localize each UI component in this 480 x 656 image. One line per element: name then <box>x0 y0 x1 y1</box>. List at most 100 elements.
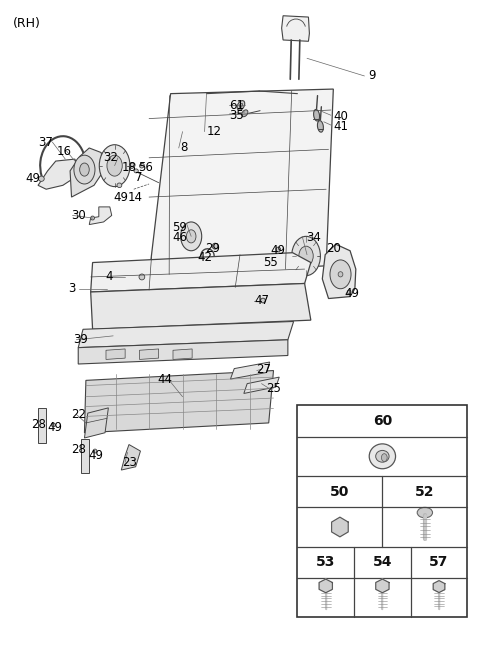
Text: 37: 37 <box>38 136 53 149</box>
Polygon shape <box>81 440 89 474</box>
Text: 44: 44 <box>157 373 173 386</box>
Circle shape <box>330 260 351 289</box>
Ellipse shape <box>139 274 145 280</box>
Text: 16: 16 <box>57 145 72 157</box>
Text: 54: 54 <box>372 556 392 569</box>
Polygon shape <box>319 579 332 593</box>
Circle shape <box>99 145 130 186</box>
Text: 28: 28 <box>72 443 86 456</box>
Text: 60: 60 <box>373 414 392 428</box>
Text: 57: 57 <box>429 556 449 569</box>
Ellipse shape <box>237 100 245 110</box>
Polygon shape <box>244 377 279 394</box>
Text: 30: 30 <box>72 209 86 222</box>
Text: 50: 50 <box>330 485 349 499</box>
Text: (RH): (RH) <box>12 17 40 30</box>
Polygon shape <box>376 579 389 593</box>
Polygon shape <box>332 517 348 537</box>
Polygon shape <box>38 159 78 189</box>
Ellipse shape <box>212 243 218 249</box>
Polygon shape <box>323 244 356 298</box>
Text: 42: 42 <box>197 251 212 264</box>
Text: 39: 39 <box>73 333 88 346</box>
Polygon shape <box>298 405 468 617</box>
Polygon shape <box>282 16 310 41</box>
Ellipse shape <box>130 163 135 169</box>
Text: 49: 49 <box>88 449 103 462</box>
Circle shape <box>74 155 95 184</box>
Ellipse shape <box>347 290 351 294</box>
Text: 12: 12 <box>206 125 221 138</box>
Circle shape <box>180 222 202 251</box>
Polygon shape <box>70 148 104 197</box>
Polygon shape <box>230 362 270 379</box>
Circle shape <box>335 520 345 533</box>
Text: 23: 23 <box>122 456 137 468</box>
Ellipse shape <box>417 507 432 518</box>
Text: 4: 4 <box>105 270 112 283</box>
Polygon shape <box>84 408 108 438</box>
Text: 49: 49 <box>113 191 128 203</box>
Text: 22: 22 <box>72 408 86 421</box>
Text: 7: 7 <box>135 171 142 184</box>
Ellipse shape <box>134 169 138 173</box>
Ellipse shape <box>376 451 389 462</box>
Polygon shape <box>84 371 274 433</box>
Text: 32: 32 <box>104 152 119 164</box>
Text: 27: 27 <box>256 363 271 376</box>
Text: 25: 25 <box>266 382 281 395</box>
Text: 55: 55 <box>263 256 278 269</box>
Ellipse shape <box>91 216 95 220</box>
Text: 49: 49 <box>270 244 285 257</box>
Circle shape <box>107 155 122 176</box>
Text: 34: 34 <box>306 231 321 244</box>
Text: 3: 3 <box>68 282 75 295</box>
Polygon shape <box>433 581 445 592</box>
Text: 53: 53 <box>316 556 336 569</box>
Ellipse shape <box>140 163 144 168</box>
Text: 28: 28 <box>31 418 46 431</box>
Polygon shape <box>173 349 192 359</box>
Text: 35: 35 <box>229 109 244 122</box>
Ellipse shape <box>338 272 343 277</box>
Polygon shape <box>140 349 158 359</box>
Text: 29: 29 <box>205 241 220 255</box>
Ellipse shape <box>261 298 265 303</box>
Text: 56: 56 <box>139 161 154 174</box>
Text: 8: 8 <box>180 142 188 154</box>
Ellipse shape <box>93 449 97 453</box>
Circle shape <box>186 230 196 243</box>
Text: 52: 52 <box>415 485 434 499</box>
Text: 47: 47 <box>254 294 269 307</box>
Ellipse shape <box>267 258 276 266</box>
Polygon shape <box>91 253 311 292</box>
Circle shape <box>382 454 387 462</box>
Polygon shape <box>89 207 112 224</box>
Polygon shape <box>38 408 46 443</box>
Polygon shape <box>78 321 294 348</box>
Circle shape <box>80 163 89 176</box>
Polygon shape <box>91 283 311 329</box>
Ellipse shape <box>240 104 242 108</box>
Text: 49: 49 <box>344 287 360 300</box>
Text: 59: 59 <box>172 221 187 234</box>
Text: 40: 40 <box>333 110 348 123</box>
Polygon shape <box>106 349 125 359</box>
Text: 61: 61 <box>229 99 244 112</box>
Text: 46: 46 <box>172 231 187 244</box>
Text: 41: 41 <box>333 120 348 133</box>
Polygon shape <box>121 445 141 470</box>
Polygon shape <box>78 340 288 364</box>
Text: 9: 9 <box>368 70 376 83</box>
Text: 20: 20 <box>326 241 341 255</box>
Ellipse shape <box>369 444 396 469</box>
Circle shape <box>299 246 313 266</box>
Polygon shape <box>149 89 333 276</box>
Text: 49: 49 <box>48 421 62 434</box>
Circle shape <box>292 236 321 276</box>
Ellipse shape <box>38 176 44 181</box>
Ellipse shape <box>276 247 281 252</box>
Text: 18: 18 <box>122 161 137 174</box>
Ellipse shape <box>117 183 122 188</box>
Text: 14: 14 <box>128 191 143 203</box>
